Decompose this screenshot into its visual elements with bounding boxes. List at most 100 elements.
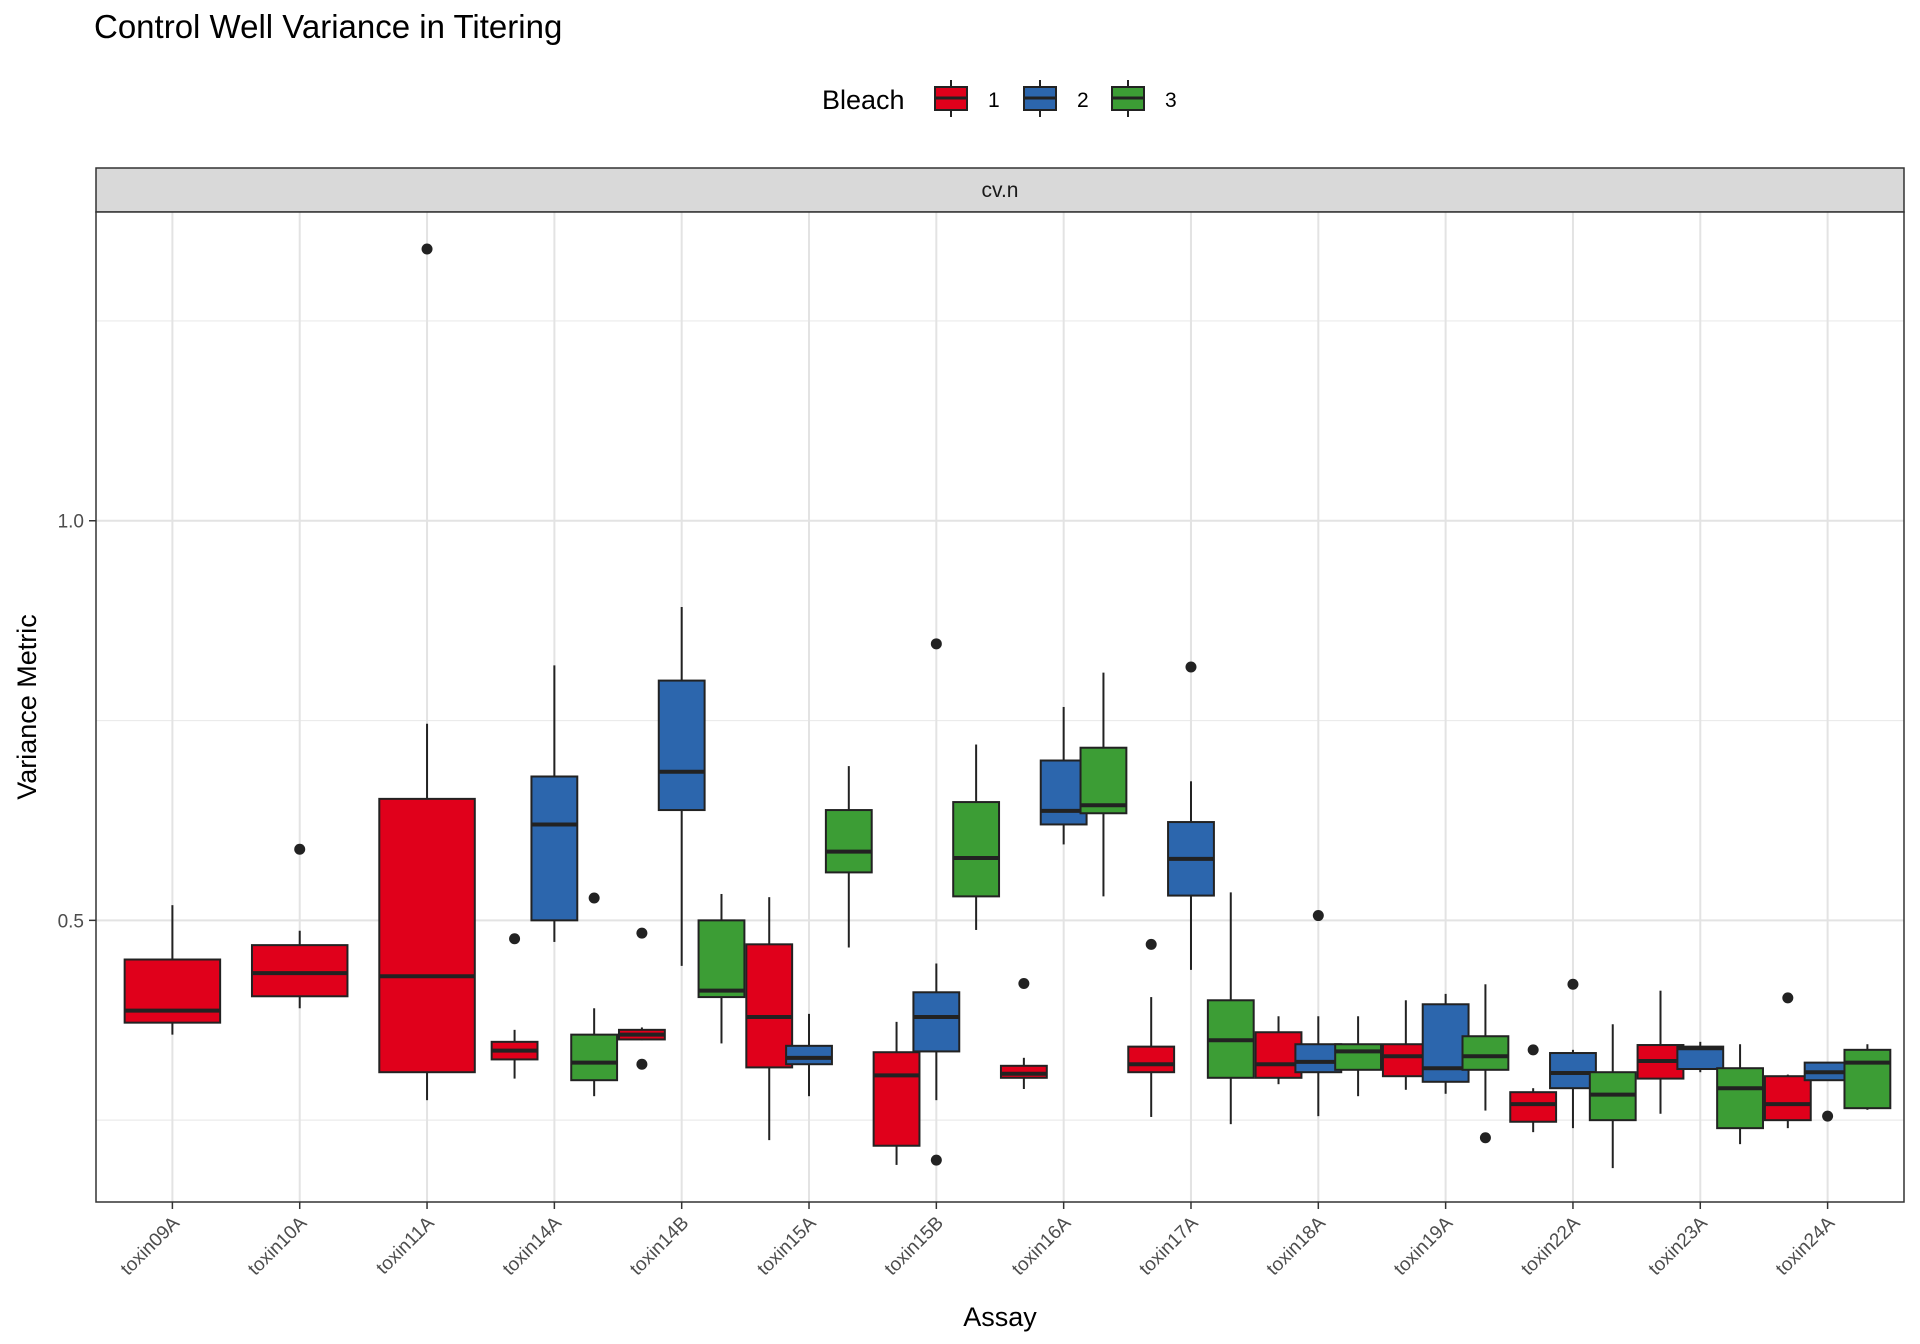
outlier-point bbox=[588, 892, 600, 904]
outlier-point bbox=[1782, 992, 1794, 1004]
box-toxin15B-bleach-1 bbox=[872, 1021, 921, 1165]
x-tick-label: toxin18A bbox=[1263, 1212, 1330, 1279]
box-toxin19A-bleach-1 bbox=[1381, 1000, 1430, 1090]
box-toxin24A-bleach-3 bbox=[1843, 1044, 1892, 1110]
box-toxin15A-bleach-2 bbox=[785, 1013, 833, 1097]
box-body bbox=[1381, 1043, 1430, 1078]
outlier-point bbox=[636, 927, 648, 939]
box-toxin14B-bleach-3 bbox=[697, 893, 746, 1044]
box-body bbox=[1716, 1067, 1764, 1130]
box-toxin18A-bleach-1 bbox=[1254, 1016, 1303, 1085]
legend-key-bleach-1: 1 bbox=[934, 80, 1000, 117]
box-body bbox=[250, 944, 349, 998]
y-tick-label: 1.0 bbox=[58, 512, 84, 533]
legend-label-bleach-2: 2 bbox=[1077, 89, 1089, 112]
box-body bbox=[1763, 1075, 1812, 1122]
x-tick-label: toxin11A bbox=[372, 1212, 438, 1278]
x-tick-label: toxin19A bbox=[1390, 1212, 1457, 1279]
box-toxin14A-bleach-3 bbox=[570, 892, 619, 1097]
box-toxin14B-bleach-2 bbox=[657, 607, 706, 966]
chart-title: Control Well Variance in Titering bbox=[94, 8, 563, 45]
y-axis-title: Variance Metric bbox=[12, 614, 42, 800]
box-body bbox=[1127, 1045, 1176, 1074]
box-toxin19A-bleach-3 bbox=[1461, 984, 1510, 1144]
outlier-point bbox=[1018, 977, 1030, 989]
box-toxin18A-bleach-3 bbox=[1334, 1016, 1383, 1097]
box-body bbox=[530, 775, 579, 922]
x-axis-title: Assay bbox=[963, 1302, 1037, 1332]
box-toxin11A-bleach-1 bbox=[378, 243, 476, 1101]
outlier-point bbox=[294, 843, 306, 855]
outlier-point bbox=[636, 1058, 648, 1070]
box-body bbox=[1843, 1048, 1892, 1110]
box-toxin24A-bleach-1 bbox=[1763, 992, 1812, 1129]
box-toxin14A-bleach-2 bbox=[530, 665, 579, 942]
box-toxin17A-bleach-2 bbox=[1167, 661, 1215, 970]
box-toxin22A-bleach-3 bbox=[1588, 1024, 1637, 1169]
box-toxin23A-bleach-3 bbox=[1716, 1044, 1764, 1145]
x-tick-label: toxin10A bbox=[244, 1212, 311, 1279]
outlier-point bbox=[930, 638, 942, 650]
plot-panel bbox=[96, 212, 1904, 1202]
outlier-point bbox=[421, 243, 433, 255]
box-body bbox=[378, 797, 476, 1074]
box-body bbox=[785, 1044, 833, 1066]
box-toxin15A-bleach-3 bbox=[824, 766, 873, 948]
x-tick-label: toxin22A bbox=[1517, 1212, 1584, 1279]
box-toxin22A-bleach-1 bbox=[1509, 1044, 1558, 1133]
box-toxin09A-bleach-1 bbox=[123, 905, 222, 1035]
outlier-point bbox=[1527, 1044, 1539, 1056]
x-tick-label: toxin24A bbox=[1772, 1212, 1839, 1279]
outlier-point bbox=[1312, 910, 1324, 922]
legend: Bleach bbox=[0, 82, 1920, 122]
outlier-point bbox=[1479, 1132, 1491, 1144]
box-body bbox=[1294, 1043, 1343, 1074]
legend-title: Bleach bbox=[822, 85, 905, 115]
box-toxin22A-bleach-2 bbox=[1549, 978, 1597, 1129]
x-tick-label: toxin15A bbox=[753, 1212, 820, 1279]
box-toxin15B-bleach-3 bbox=[952, 744, 1001, 930]
box-toxin15B-bleach-2 bbox=[912, 638, 961, 1166]
outlier-point bbox=[1822, 1110, 1834, 1122]
box-body bbox=[745, 943, 794, 1069]
box-body bbox=[657, 679, 706, 812]
x-tick-label: toxin17A bbox=[1135, 1212, 1202, 1279]
box-body bbox=[872, 1051, 921, 1147]
legend-label-bleach-1: 1 bbox=[988, 89, 1000, 112]
facet-label: cv.n bbox=[982, 179, 1019, 202]
box-body bbox=[1461, 1035, 1510, 1071]
legend-key-bleach-3: 3 bbox=[1111, 80, 1177, 117]
x-tick-label: toxin23A bbox=[1645, 1212, 1712, 1279]
box-toxin16A-bleach-3 bbox=[1079, 672, 1128, 897]
outlier-point bbox=[1145, 938, 1157, 950]
x-tick-label: toxin09A bbox=[117, 1212, 184, 1279]
box-toxin17A-bleach-3 bbox=[1206, 892, 1255, 1125]
box-body bbox=[1549, 1052, 1597, 1090]
box-body bbox=[1334, 1043, 1383, 1071]
legend-label-bleach-3: 3 bbox=[1165, 89, 1177, 112]
outlier-point bbox=[1567, 978, 1579, 990]
box-toxin16A-bleach-1 bbox=[999, 977, 1048, 1089]
box-toxin16A-bleach-2 bbox=[1039, 706, 1088, 845]
box-toxin10A-bleach-1 bbox=[250, 843, 349, 1009]
box-body bbox=[1509, 1091, 1558, 1123]
y-tick-label: 0.5 bbox=[58, 911, 84, 932]
panel-border bbox=[95, 211, 1905, 1203]
box-body bbox=[570, 1033, 619, 1082]
box-body bbox=[697, 919, 746, 999]
box-body bbox=[912, 991, 961, 1053]
box-body bbox=[824, 809, 873, 874]
box-body bbox=[1039, 759, 1088, 826]
box-body bbox=[123, 958, 222, 1024]
outlier-point bbox=[930, 1154, 942, 1166]
box-body bbox=[1079, 746, 1128, 815]
legend-key-bleach-2: 2 bbox=[1023, 80, 1089, 117]
x-tick-label: toxin15B bbox=[881, 1213, 948, 1280]
box-toxin14A-bleach-1 bbox=[490, 933, 539, 1079]
box-toxin18A-bleach-2 bbox=[1294, 910, 1343, 1117]
outlier-point bbox=[509, 933, 521, 945]
box-toxin17A-bleach-1 bbox=[1127, 938, 1176, 1117]
box-toxin23A-bleach-2 bbox=[1676, 1041, 1725, 1073]
x-tick-label: toxin16A bbox=[1008, 1212, 1075, 1279]
